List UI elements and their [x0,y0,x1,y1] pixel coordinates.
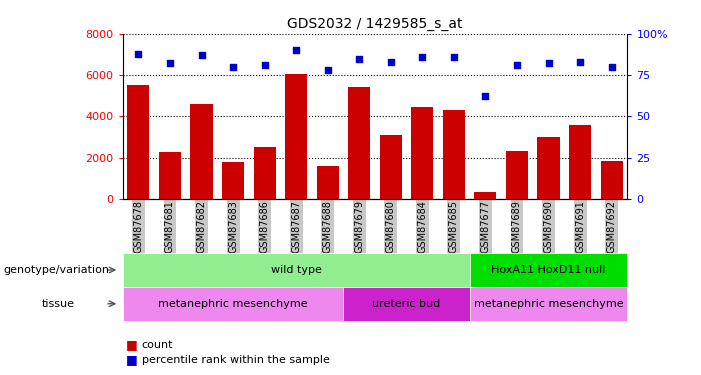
Bar [411,107,433,199]
Point [606,64,617,70]
Point [416,54,428,60]
Bar [475,192,496,199]
Bar [191,104,212,199]
Point [132,51,144,57]
Point [259,62,271,68]
Bar [285,74,307,199]
Text: genotype/variation: genotype/variation [4,265,109,275]
Bar [380,135,402,199]
Text: count: count [142,340,173,350]
Text: tissue: tissue [42,299,75,309]
Text: HoxA11 HoxD11 null: HoxA11 HoxD11 null [491,265,606,275]
Point [511,62,522,68]
Text: metanephric mesenchyme: metanephric mesenchyme [474,299,623,309]
Point [196,52,207,58]
Bar [317,166,339,199]
Title: GDS2032 / 1429585_s_at: GDS2032 / 1429585_s_at [287,17,463,32]
Point [227,64,238,70]
Bar [159,152,181,199]
Bar [569,124,591,199]
Bar [254,147,275,199]
Bar [443,110,465,199]
Text: ■: ■ [126,354,138,366]
Bar [128,86,149,199]
Text: percentile rank within the sample: percentile rank within the sample [142,355,329,365]
Point [353,56,365,62]
Point [479,93,491,99]
Text: metanephric mesenchyme: metanephric mesenchyme [158,299,308,309]
Text: wild type: wild type [271,265,322,275]
Bar [601,160,622,199]
Point [386,59,397,65]
Point [543,60,554,66]
Text: ureteric bud: ureteric bud [372,299,441,309]
Bar [222,162,244,199]
Bar [506,151,528,199]
Point [164,60,175,66]
Text: ■: ■ [126,339,138,351]
Point [575,59,586,65]
Point [291,47,302,53]
Point [449,54,460,60]
Bar [348,87,370,199]
Point [322,67,334,73]
Bar [538,137,559,199]
